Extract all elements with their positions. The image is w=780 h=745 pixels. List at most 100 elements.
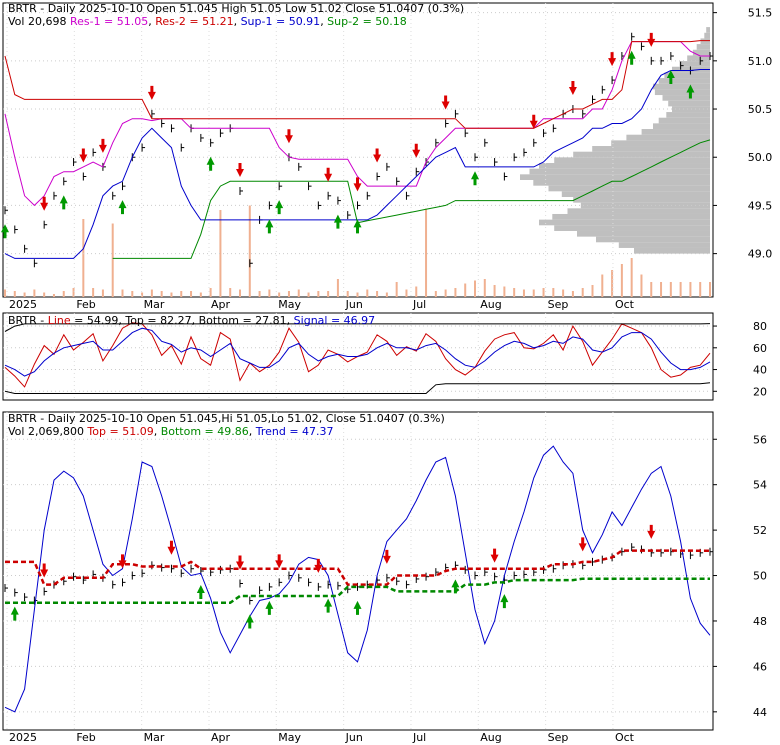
x-tick-label: Oct: [615, 298, 635, 311]
osc-header-part-5: Bottom = 27.81: [195, 314, 287, 327]
volume-profile-bar: [554, 225, 710, 231]
sell-arrow-icon: [647, 32, 656, 47]
x-tick-label: Aug: [480, 298, 501, 311]
trend-header2-part-0: Vol 2,069,800: [8, 425, 84, 438]
volume-profile-bar: [561, 191, 710, 197]
volume-bar: [258, 291, 261, 297]
price-header-line2: Vol 20,698 Res-1 = 51.05, Res-2 = 51.21,…: [8, 15, 407, 28]
volume-profile-bar: [653, 83, 710, 90]
x-tick-label: May: [278, 731, 301, 744]
y-tick-label: 20: [753, 385, 767, 398]
price-header2-part-7: Sup-2 = 50.18: [324, 15, 407, 28]
price-header2-part-5: Sup-1 = 50.91: [237, 15, 320, 28]
volume-bars: [4, 205, 711, 297]
volume-bar: [336, 279, 339, 297]
volume-profile-bar: [552, 213, 710, 220]
volume-bar: [297, 289, 300, 297]
y-tick-label: 51.5: [748, 7, 773, 20]
sell-arrow-icon: [647, 524, 656, 539]
volume-profile-bar: [666, 112, 710, 118]
y-tick-label: 50: [753, 570, 767, 583]
volume-bar: [317, 291, 320, 297]
volume-profile-bar: [692, 49, 710, 56]
sell-arrow-icon: [608, 52, 617, 67]
sell-arrow-icon: [324, 167, 333, 182]
volume-bar: [709, 282, 711, 297]
volume-bar: [229, 288, 232, 297]
volume-profile-bar: [641, 129, 710, 135]
sell-arrow-icon: [382, 549, 391, 564]
volume-bar: [571, 291, 574, 297]
x-tick-label: Jul: [412, 731, 426, 744]
volume-profile-bar: [573, 151, 710, 158]
volume-bar: [444, 289, 447, 297]
sell-arrow-icon: [529, 114, 538, 129]
trend-header-line1: BRTR - Daily 2025-10-10 Open 51.045,Hi 5…: [8, 412, 445, 425]
volume-bar: [43, 292, 46, 297]
x-tick-label: Jun: [345, 731, 363, 744]
x-tick-label: Jul: [412, 298, 426, 311]
volume-bar: [385, 292, 388, 297]
oscillator-panel: 20 40 60 80 BRTR - Line = 54.99, Top = 82.2…: [2, 312, 767, 401]
volume-bar: [591, 285, 594, 297]
volume-bar: [689, 282, 692, 297]
sell-arrow-icon: [578, 537, 587, 552]
sell-arrow-icon: [98, 138, 107, 153]
buy-arrow-icon: [471, 171, 479, 186]
top-line: [4, 323, 711, 332]
volume-bar: [532, 289, 535, 297]
x-tick-label: Mar: [144, 731, 165, 744]
y-tick-label: 51.0: [748, 55, 773, 68]
volume-bar: [679, 282, 682, 297]
volume-profile-bar: [554, 157, 710, 164]
trend-header2-part-3: Bottom = 49.86: [157, 425, 249, 438]
volume-bar: [33, 289, 36, 297]
volume-profile-bar: [662, 95, 710, 101]
volume-bar: [23, 292, 26, 297]
volume-bar: [111, 223, 114, 297]
oscillator-grid: [3, 313, 717, 400]
buy-arrow-icon: [196, 585, 205, 599]
volume-bar: [395, 282, 398, 297]
trend-header-line2: Vol 2,069,800 Top = 51.09, Bottom = 49.8…: [8, 425, 334, 438]
x-tick-label: 2025: [9, 731, 37, 744]
buy-arrow-icon: [500, 594, 509, 609]
volume-bar: [307, 292, 310, 297]
buy-arrow-icon: [666, 70, 675, 85]
price-header2-part-1: Res-1 = 51.05: [66, 15, 148, 28]
price-signal-arrows: [1, 32, 695, 239]
volume-bar: [199, 292, 202, 297]
buy-arrow-icon: [265, 219, 274, 234]
volume-bar: [630, 258, 633, 297]
volume-bar: [601, 274, 604, 297]
sell-arrow-icon: [167, 540, 176, 555]
volume-bar: [278, 292, 281, 297]
buy-arrow-icon: [10, 606, 19, 621]
volume-profile-bar: [704, 32, 710, 39]
volume-profile-bar: [672, 66, 710, 73]
trend-header2-part-5: Trend = 47.37: [252, 425, 333, 438]
y-tick-label: 49.0: [748, 248, 773, 261]
price-header2-part-0: Vol 20,698: [8, 15, 66, 28]
volume-profile-bar: [687, 55, 710, 62]
trend-x-axis-labels: 2025 Feb Mar Apr May Jun Jul Aug Sep Oct: [9, 731, 635, 744]
trend-header2-part-4: ,: [249, 425, 253, 438]
volume-profile-bar: [596, 236, 710, 243]
volume-profile-bar: [539, 219, 710, 226]
volume-bar: [13, 291, 16, 297]
sell-arrow-icon: [236, 555, 244, 570]
buy-arrow-icon: [118, 200, 127, 215]
sell-arrow-icon: [490, 548, 499, 563]
sell-arrow-icon: [314, 558, 323, 573]
volume-profile-bar: [634, 247, 710, 254]
buy-arrow-icon: [206, 156, 215, 171]
volume-bar: [493, 285, 496, 297]
price-header-line1: BRTR - Daily 2025-10-10 Open 51.045 High…: [8, 2, 464, 15]
volume-profile-bar: [611, 140, 710, 147]
volume-bar: [150, 289, 153, 297]
y-tick-label: 56: [753, 433, 767, 446]
x-tick-label: Jun: [345, 298, 363, 311]
sell-arrow-icon: [353, 177, 362, 192]
volume-bar: [405, 289, 408, 297]
volume-bar: [121, 289, 124, 297]
